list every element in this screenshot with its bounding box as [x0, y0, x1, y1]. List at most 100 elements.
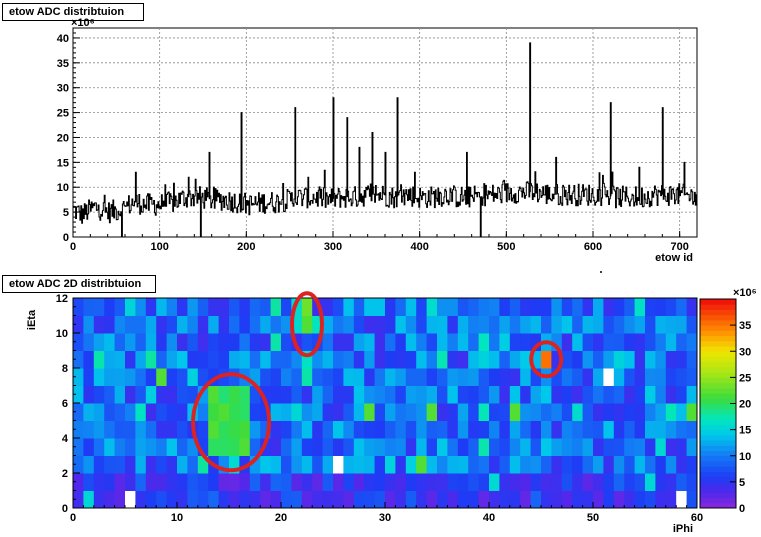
heatmap-cell [208, 420, 220, 439]
heatmap-cell [229, 403, 240, 421]
heatmap-cell [260, 420, 272, 439]
heatmap-cell [364, 315, 376, 334]
heatmap-cell [83, 403, 95, 421]
heatmap-cell [603, 298, 615, 316]
heatmap-cell [665, 403, 677, 421]
heatmap-cell [343, 368, 355, 386]
heatmap-cell [114, 298, 126, 316]
heatmap-cell [426, 368, 438, 386]
heatmap-cell [301, 438, 313, 456]
heatmap-cell [468, 473, 480, 491]
heatmap-cell [593, 298, 604, 316]
chart1-ytick-label: 5 [63, 207, 69, 219]
heatmap-cell [177, 473, 188, 491]
heatmap-cell [301, 298, 313, 316]
heatmap-cell [270, 333, 282, 351]
colorbar-swatch [700, 424, 736, 431]
heatmap-cell [114, 315, 126, 334]
heatmap-cell [416, 315, 428, 334]
heatmap-cell [229, 350, 240, 369]
heatmap-cell [291, 368, 303, 386]
heatmap-cell [291, 420, 303, 439]
heatmap-cell [385, 420, 396, 439]
heatmap-cell [322, 350, 334, 369]
heatmap-cell [135, 455, 147, 474]
heatmap-cell [405, 455, 417, 474]
heatmap-cell [499, 438, 511, 456]
chart1-xtick-label: 0 [70, 241, 76, 253]
heatmap-cell [437, 368, 448, 386]
heatmap-cell [655, 473, 667, 491]
heatmap-cell [197, 403, 209, 421]
chart1-ytick-label: 30 [57, 83, 69, 95]
heatmap-cell [270, 455, 282, 474]
heatmap-cell [343, 490, 355, 509]
heatmap-cell [281, 350, 292, 369]
heatmap-cell [73, 333, 84, 351]
heatmap-cell [499, 315, 511, 334]
heatmap-cell [665, 368, 677, 386]
heatmap-cell [322, 315, 334, 334]
heatmap-cell [520, 438, 532, 456]
heatmap-cell [447, 490, 459, 509]
heatmap-cell [301, 333, 313, 351]
heatmap-cell [405, 368, 417, 386]
heatmap-cell [593, 420, 604, 439]
heatmap-cell [561, 455, 573, 474]
heatmap-cell [104, 473, 116, 491]
heatmap-cell [686, 455, 698, 474]
heatmap-cell [593, 315, 604, 334]
heatmap-cell [395, 473, 407, 491]
heatmap-cell [239, 473, 251, 491]
heatmap-cell [634, 315, 646, 334]
heatmap-cell [468, 420, 480, 439]
chart1-xtick-label: 400 [410, 241, 428, 253]
heatmap-cell [229, 298, 240, 316]
heatmap-cell [499, 368, 511, 386]
heatmap-cell [572, 490, 584, 509]
heatmap-cell [385, 350, 396, 369]
colorbar-swatch [700, 356, 736, 363]
heatmap-cell [156, 350, 168, 369]
heatmap-cell [135, 438, 147, 456]
heatmap-cell [593, 455, 604, 474]
heatmap-cell [83, 385, 95, 404]
heatmap-cell [177, 315, 188, 334]
heatmap-cell [665, 473, 677, 491]
colorbar-swatch [700, 299, 736, 305]
heatmap-cell [478, 350, 490, 369]
heatmap-cell [312, 420, 324, 439]
heatmap-cell [395, 385, 407, 404]
heatmap-cell [353, 298, 365, 316]
heatmap-cell [260, 298, 272, 316]
heatmap-cell [613, 403, 625, 421]
heatmap-cell [478, 420, 490, 439]
heatmap-cell [499, 333, 511, 351]
heatmap-cell [83, 473, 95, 491]
heatmap-cell [645, 385, 656, 404]
heatmap-cell [270, 473, 282, 491]
heatmap-cell [478, 438, 490, 456]
heatmap-cell [343, 315, 355, 334]
heatmap-cell [530, 473, 542, 491]
heatmap-cell [177, 403, 188, 421]
heatmap-cell [624, 490, 636, 509]
heatmap-cell [457, 455, 469, 474]
heatmap-cell [603, 333, 615, 351]
heatmap-cell [447, 473, 459, 491]
heatmap-cell [416, 473, 428, 491]
heatmap-cell [613, 315, 625, 334]
heatmap-cell [645, 490, 656, 509]
heatmap-cell [364, 455, 376, 474]
heatmap-cell [125, 490, 136, 509]
heatmap-cell [603, 385, 615, 404]
heatmap-cell [218, 350, 230, 369]
chart1-title: etow ADC distribtuion [2, 3, 144, 21]
heatmap-cell [218, 333, 230, 351]
heatmap-cell [405, 403, 417, 421]
heatmap-cell [291, 350, 303, 369]
heatmap-cell [551, 420, 563, 439]
heatmap-cell [229, 420, 240, 439]
heatmap-cell [208, 333, 220, 351]
heatmap-cell [281, 473, 292, 491]
